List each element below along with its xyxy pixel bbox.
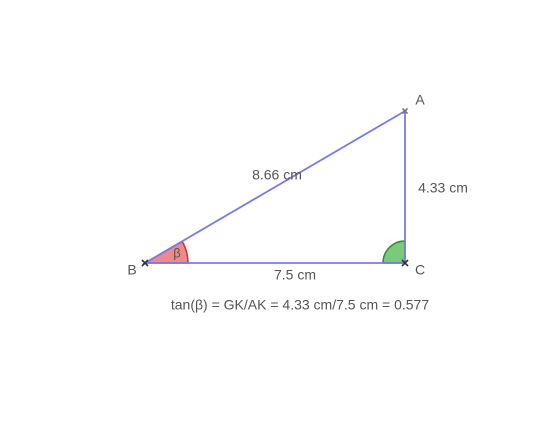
side-hypotenuse <box>144 110 406 264</box>
point-b <box>141 259 149 267</box>
side-label: 4.33 cm <box>418 180 468 196</box>
point-label: A <box>415 92 425 108</box>
side-label: 7.5 cm <box>274 267 316 283</box>
point-c <box>401 259 409 267</box>
angle-label: β <box>173 245 180 260</box>
point-a <box>401 107 409 115</box>
point-label: B <box>127 262 136 278</box>
formula: tan(β) = GK/AK = 4.33 cm/7.5 cm = 0.577 <box>171 297 429 313</box>
point-label: C <box>415 262 425 278</box>
side-label: 8.66 cm <box>252 167 302 183</box>
point-markers <box>141 107 409 267</box>
